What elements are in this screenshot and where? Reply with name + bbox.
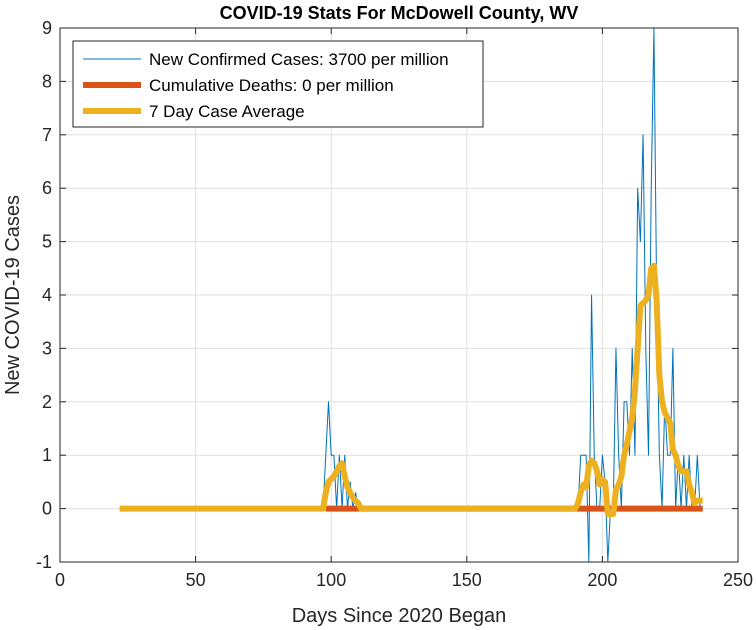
legend-entry-2: Cumulative Deaths: 0 per million	[149, 76, 394, 95]
x-axis-label: Days Since 2020 Began	[292, 605, 507, 627]
y-axis-label: New COVID-19 Cases	[2, 195, 24, 395]
legend-entry-1: New Confirmed Cases: 3700 per million	[149, 50, 449, 69]
y-tick-label: 1	[42, 445, 52, 465]
y-tick-label: 6	[42, 178, 52, 198]
y-tick-label: 8	[42, 71, 52, 91]
y-tick-label: 3	[42, 338, 52, 358]
y-tick-label: 2	[42, 392, 52, 412]
legend-box	[72, 40, 484, 128]
x-tick-label: 0	[55, 570, 65, 590]
x-tick-label: 150	[452, 570, 482, 590]
legend-entry-3: 7 Day Case Average	[149, 102, 305, 121]
y-tick-label: -1	[36, 552, 52, 572]
x-tick-label: 50	[186, 570, 206, 590]
x-tick-label: 100	[316, 570, 346, 590]
y-tick-label: 4	[42, 285, 52, 305]
series-layer	[119, 28, 704, 562]
series-line-3	[119, 262, 704, 517]
y-tick-label: 0	[42, 499, 52, 519]
y-tick-label: 7	[42, 125, 52, 145]
legend: New Confirmed Cases: 3700 per million Cum…	[72, 40, 484, 128]
x-tick-label: 250	[723, 570, 753, 590]
y-tick-label: 9	[42, 18, 52, 38]
x-tick-label: 200	[587, 570, 617, 590]
y-tick-label: 5	[42, 232, 52, 252]
chart-title: COVID-19 Stats For McDowell County, WV	[220, 3, 579, 23]
